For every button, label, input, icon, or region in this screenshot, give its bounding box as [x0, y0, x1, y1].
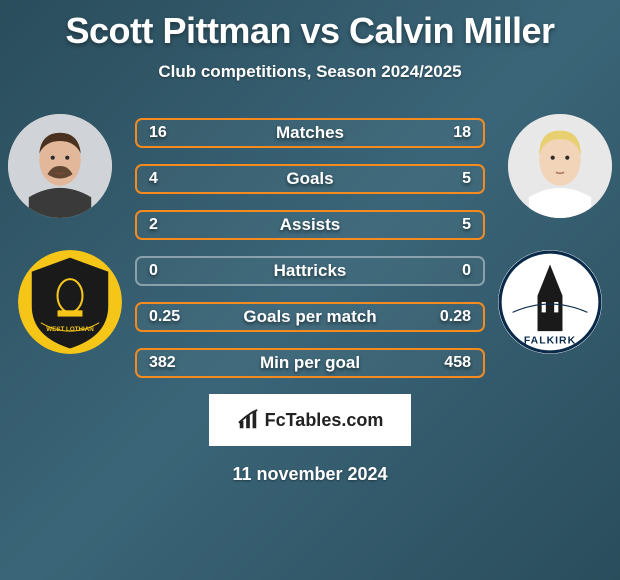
stat-row: 4 Goals 5 — [135, 164, 485, 194]
page-title: Scott Pittman vs Calvin Miller — [0, 0, 620, 52]
player-right-portrait-icon — [508, 114, 612, 218]
chart-icon — [237, 409, 259, 431]
stat-left-value: 0.25 — [149, 308, 180, 326]
stat-row: 2 Assists 5 — [135, 210, 485, 240]
stat-left-value: 2 — [149, 216, 158, 234]
stat-row: 0.25 Goals per match 0.28 — [135, 302, 485, 332]
stat-label: Goals — [286, 169, 333, 189]
stat-label: Min per goal — [260, 353, 360, 373]
comparison-panel: WEST LOTHIAN FALKIRK 16Matches184Goals52… — [0, 114, 620, 485]
stat-right-value: 5 — [462, 170, 471, 188]
brand-text: FcTables.com — [265, 410, 384, 431]
stat-right-value: 458 — [444, 354, 471, 372]
stat-label: Hattricks — [274, 261, 347, 281]
club-right-badge: FALKIRK — [498, 250, 602, 354]
club-left-crest-icon: WEST LOTHIAN — [18, 250, 122, 354]
stat-left-value: 0 — [149, 262, 158, 280]
stat-right-value: 5 — [462, 216, 471, 234]
stat-right-value: 18 — [453, 124, 471, 142]
svg-text:WEST LOTHIAN: WEST LOTHIAN — [46, 326, 94, 333]
page-subtitle: Club competitions, Season 2024/2025 — [0, 62, 620, 82]
stat-left-value: 4 — [149, 170, 158, 188]
stat-right-value: 0.28 — [440, 308, 471, 326]
stat-label: Goals per match — [243, 307, 376, 327]
stat-left-value: 382 — [149, 354, 176, 372]
player-left-portrait-icon — [8, 114, 112, 218]
svg-text:FALKIRK: FALKIRK — [524, 336, 576, 347]
stats-table: 16 Matches 18 4 Goals 5 2 Assists 5 0 Hattricks 0 0.… — [135, 114, 485, 378]
brand-badge: FcTables.com — [209, 394, 411, 446]
stat-row: 16 Matches 18 — [135, 118, 485, 148]
stat-left-value: 16 — [149, 124, 167, 142]
stat-label: Matches — [276, 123, 344, 143]
stat-right-value: 0 — [462, 262, 471, 280]
club-left-badge: WEST LOTHIAN — [18, 250, 122, 354]
club-right-crest-icon: FALKIRK — [498, 250, 602, 354]
stat-row: 0 Hattricks 0 — [135, 256, 485, 286]
stat-label: Assists — [280, 215, 340, 235]
stat-row: 382 Min per goal 458 — [135, 348, 485, 378]
player-right-avatar — [508, 114, 612, 218]
player-left-avatar — [8, 114, 112, 218]
footer-date: 11 november 2024 — [0, 464, 620, 485]
